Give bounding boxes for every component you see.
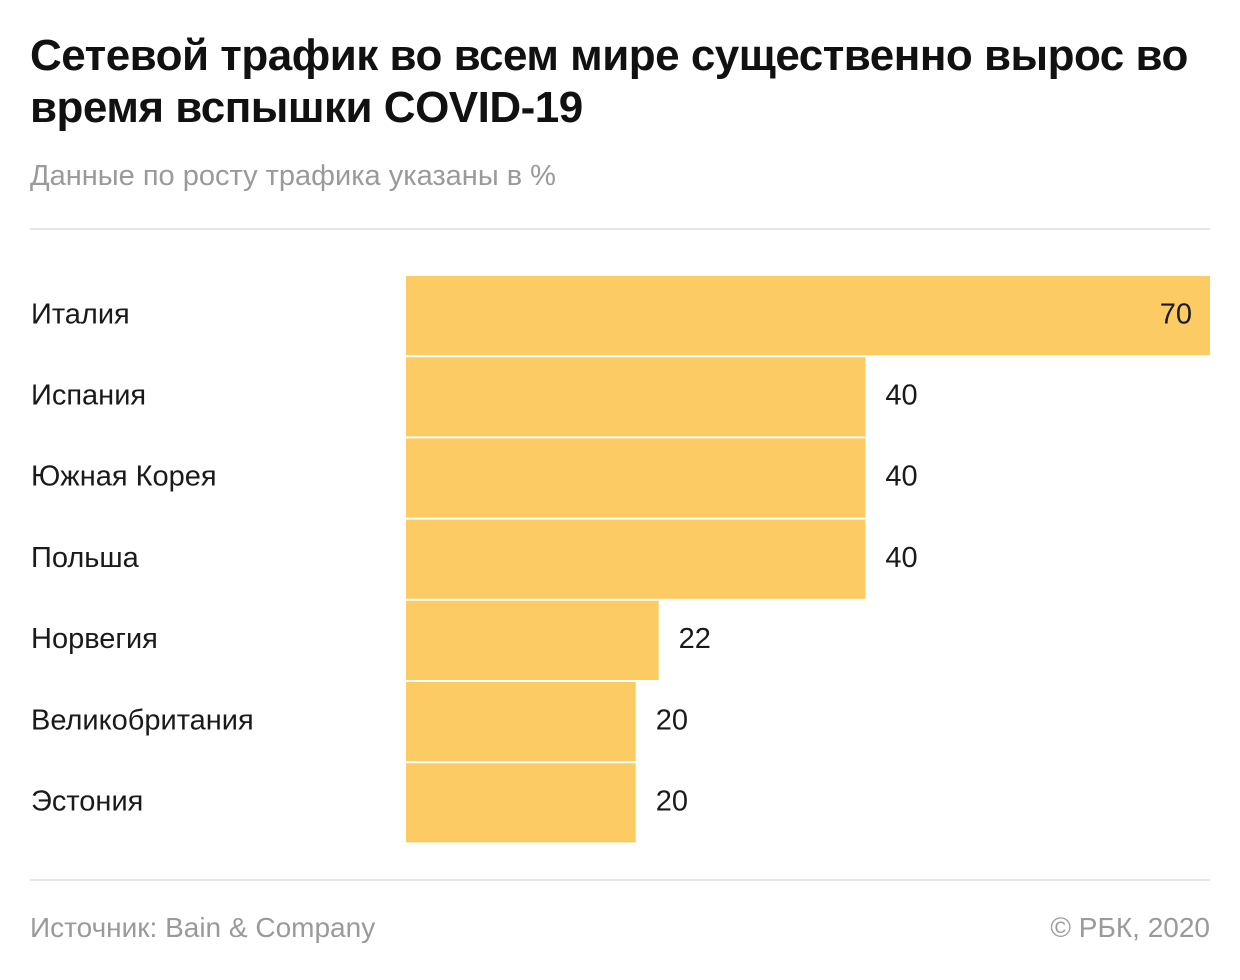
value-label: 20 xyxy=(656,704,688,736)
value-label: 40 xyxy=(885,379,917,411)
bar xyxy=(406,276,1210,356)
bar xyxy=(406,357,866,437)
bottom-divider xyxy=(30,879,1210,881)
value-label: 20 xyxy=(656,785,688,817)
bar xyxy=(406,763,636,843)
category-label: Великобритания xyxy=(31,704,254,736)
value-label: 40 xyxy=(885,461,917,493)
category-label: Польша xyxy=(31,542,140,574)
chart-title: Сетевой трафик во всем мире существенно … xyxy=(30,31,1188,132)
category-label: Италия xyxy=(31,298,130,330)
value-label: 40 xyxy=(885,542,917,574)
category-label: Эстония xyxy=(31,785,143,817)
bar xyxy=(406,600,659,680)
category-label: Южная Корея xyxy=(31,461,217,493)
value-label: 22 xyxy=(679,623,711,655)
top-divider xyxy=(30,228,1210,230)
bar xyxy=(406,438,866,518)
category-label: Испания xyxy=(31,379,146,411)
source-note: Источник: Bain & Company xyxy=(30,912,376,943)
value-label: 70 xyxy=(1160,298,1192,330)
bar xyxy=(406,519,866,599)
bar xyxy=(406,682,636,762)
chart-subtitle: Данные по росту трафика указаны в % xyxy=(30,160,556,192)
copyright-note: © РБК, 2020 xyxy=(1050,912,1210,943)
category-label: Норвегия xyxy=(31,623,158,655)
